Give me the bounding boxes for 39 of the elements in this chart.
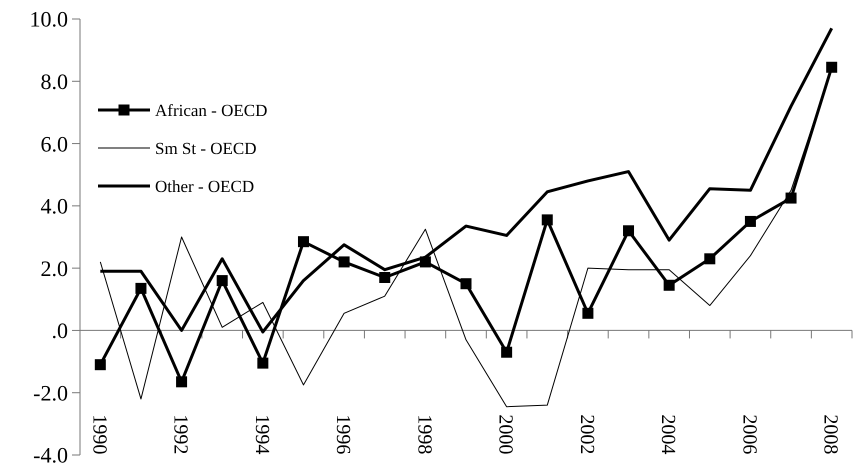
- x-tick-label: 1992: [170, 414, 192, 454]
- y-tick-label: 4.0: [40, 194, 68, 219]
- point: [744, 216, 756, 227]
- point: [460, 278, 472, 290]
- y-tick-label: .0: [52, 318, 68, 344]
- y-tick-label: 8.0: [40, 68, 68, 94]
- x-tick-label: 1998: [413, 414, 436, 454]
- point: [216, 275, 228, 286]
- x-tick-label: 2000: [494, 414, 517, 454]
- point: [176, 376, 188, 388]
- legend-label: Other - OECD: [155, 176, 254, 196]
- x-tick-label: 1996: [332, 414, 354, 454]
- point: [582, 308, 594, 319]
- y-tick-label: -4.0: [33, 442, 68, 468]
- x-tick-label: 1994: [250, 414, 273, 454]
- x-tick-label: 2004: [657, 414, 680, 454]
- legend-label: Sm St - OECD: [155, 138, 257, 158]
- point: [379, 272, 390, 283]
- point: [338, 256, 350, 268]
- point: [704, 253, 716, 264]
- legend-label: African - OECD: [155, 100, 268, 120]
- point: [623, 225, 634, 236]
- point: [257, 358, 268, 369]
- y-tick-label: 2.0: [40, 256, 68, 281]
- x-tick-label: 2006: [738, 414, 760, 454]
- point: [786, 192, 797, 204]
- x-tick-label: 1990: [88, 414, 110, 454]
- x-tick-label: 2002: [576, 414, 598, 454]
- y-tick-label: -2.0: [33, 380, 68, 406]
- y-tick-label: 10.0: [30, 6, 68, 32]
- point: [94, 359, 106, 370]
- point: [826, 62, 838, 73]
- x-tick-label: 2008: [820, 414, 842, 454]
- point: [664, 280, 675, 291]
- point: [135, 282, 146, 294]
- point: [501, 346, 512, 358]
- point: [298, 236, 309, 248]
- point: [542, 214, 553, 226]
- y-tick-label: 6.0: [40, 131, 68, 156]
